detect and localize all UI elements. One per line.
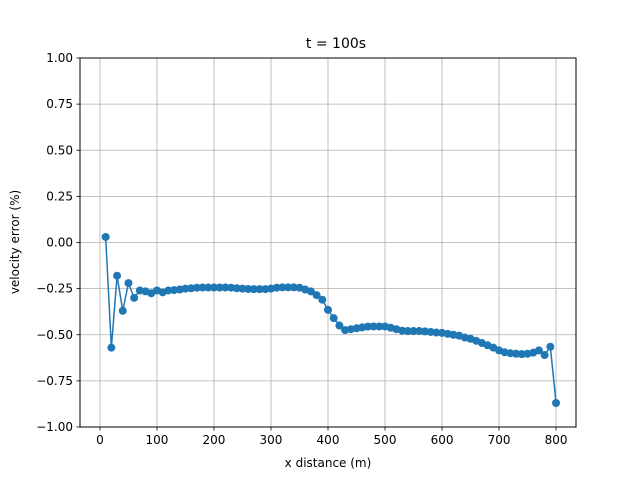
data-point [198, 283, 207, 292]
data-point [232, 284, 241, 293]
y-tick-label: −0.75 [36, 374, 73, 388]
data-point [118, 306, 127, 315]
x-tick-label: 600 [431, 433, 454, 447]
data-point [204, 283, 213, 292]
data-point [546, 342, 555, 351]
data-point [278, 283, 287, 292]
data-point [181, 284, 190, 293]
data-point [209, 283, 218, 292]
data-point [517, 350, 526, 359]
data-point [512, 349, 521, 358]
data-point [552, 399, 561, 408]
data-point [306, 287, 315, 296]
y-tick-label: 0.00 [46, 236, 73, 250]
data-point [329, 314, 338, 323]
data-point [540, 351, 549, 360]
data-point [324, 305, 332, 314]
data-point [398, 326, 407, 335]
y-tick-label: 0.50 [46, 143, 73, 157]
x-tick-label: 400 [317, 433, 340, 447]
x-tick-label: 500 [374, 433, 397, 447]
data-point [363, 322, 372, 331]
chart-title: t = 100s [306, 36, 366, 52]
data-point [318, 295, 327, 304]
data-point [249, 285, 258, 294]
x-tick-label: 700 [488, 433, 511, 447]
series-layer [101, 232, 561, 408]
data-point [534, 346, 543, 355]
data-point [215, 283, 224, 292]
x-tick-label: 800 [545, 433, 568, 447]
y-tick-label: −0.50 [36, 328, 73, 342]
data-point [244, 284, 253, 293]
data-point [124, 279, 133, 288]
data-point [369, 322, 378, 331]
y-tick-label: −0.25 [36, 282, 73, 296]
data-point [272, 283, 281, 292]
data-point [192, 283, 201, 292]
data-point [312, 291, 321, 300]
data-point [130, 293, 139, 302]
x-tick-label: 300 [260, 433, 283, 447]
y-tick-label: 0.75 [46, 97, 73, 111]
data-point [255, 285, 264, 294]
x-tick-label: 100 [146, 433, 169, 447]
data-point [113, 271, 122, 280]
data-point [375, 322, 384, 331]
y-tick-label: 1.00 [46, 51, 73, 65]
y-axis-label: velocity error (%) [8, 190, 22, 294]
data-point [415, 327, 424, 336]
data-point [289, 283, 298, 292]
y-tick-label: −1.00 [36, 420, 73, 434]
data-point [284, 283, 293, 292]
data-point [164, 286, 173, 295]
data-point [409, 327, 418, 336]
data-point [101, 232, 110, 241]
data-point [107, 343, 116, 352]
data-point [403, 327, 412, 336]
x-axis-label: x distance (m) [285, 456, 372, 470]
x-tick-label: 200 [203, 433, 226, 447]
y-tick-label: 0.25 [46, 189, 73, 203]
data-point [335, 321, 344, 330]
ticks: 0 100 200 300 400 500 600 700 800 −1.00 −0.75 −0.50… [36, 51, 567, 447]
data-point [238, 284, 247, 293]
data-point [221, 283, 230, 292]
x-tick-label: 0 [96, 433, 104, 447]
data-point [432, 328, 441, 337]
